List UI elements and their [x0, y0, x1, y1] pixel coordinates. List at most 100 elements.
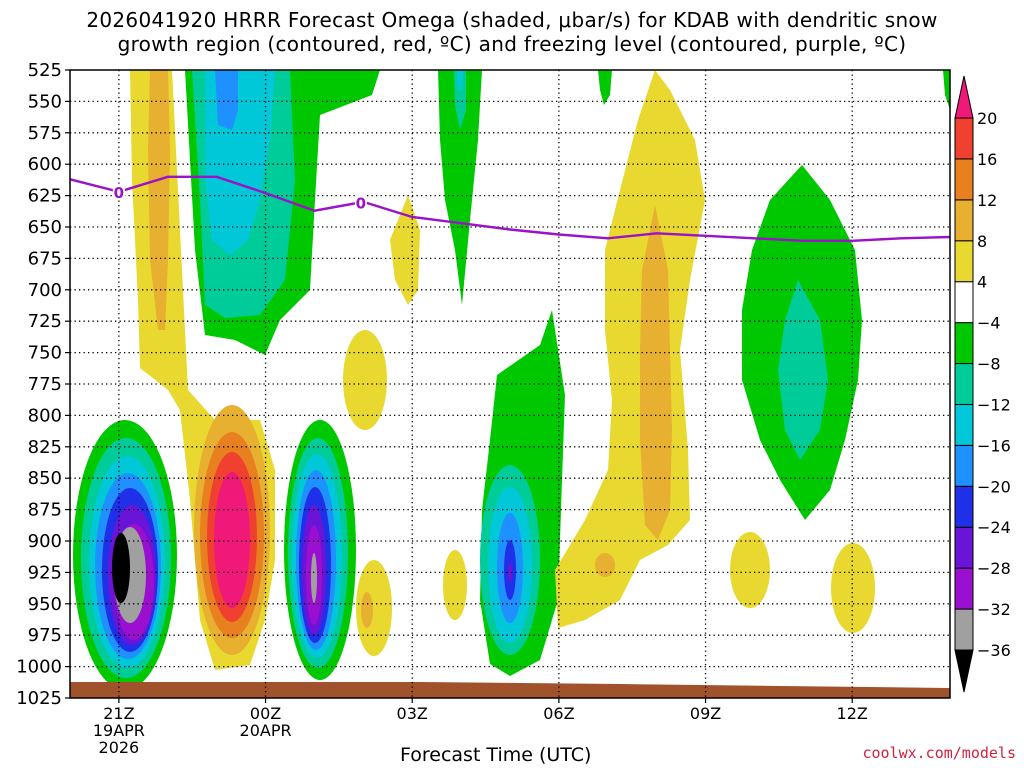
omega-cell-ascent-upper-03z [438, 70, 482, 305]
freezing-label-bg [112, 183, 125, 199]
omega-cell-descent-08z [555, 70, 705, 628]
y-tick-label: 975 [28, 625, 62, 646]
omega-cells-descent-02z [343, 195, 467, 656]
colorbar-label: 8 [977, 232, 987, 251]
colorbar-bottom-triangle [954, 649, 974, 693]
omega-contour-4 [831, 543, 875, 633]
omega-cells-descent-10z-12z [598, 70, 950, 633]
omega-shading [73, 70, 950, 690]
omega-cell-ascent-11z [742, 165, 862, 520]
omega-contour-20 [214, 472, 250, 608]
y-tick-label: 675 [28, 248, 62, 269]
omega-contour--24 [508, 562, 512, 582]
y-axis: 525 550 575 600 625 650 675 700 725 750 775 800 825 8… [16, 60, 70, 709]
colorbar-label: −12 [977, 395, 1011, 414]
y-tick-label: 650 [28, 217, 62, 238]
colorbar-bin [954, 567, 974, 610]
x-tick-label: 20APR [240, 721, 292, 740]
colorbar-bin [954, 403, 974, 446]
x-tick-label: 03Z [397, 704, 428, 723]
omega-contour--4 [598, 70, 612, 105]
colorbar-bin [954, 240, 974, 283]
y-tick-label: 800 [28, 405, 62, 426]
x-tick-label: 21Z [103, 704, 134, 723]
x-tick-label: 09Z [690, 704, 721, 723]
y-tick-label: 700 [28, 280, 62, 301]
colorbar-bin [954, 608, 974, 651]
x-tick-label: 12Z [837, 704, 868, 723]
colorbar-label: −24 [977, 518, 1011, 537]
y-tick-label: 600 [28, 154, 62, 175]
y-tick-label: 950 [28, 594, 62, 615]
omega-contour-8 [595, 553, 615, 577]
omega-contour-4 [443, 550, 467, 620]
colorbar-label: −16 [977, 436, 1011, 455]
omega-cell-ascent-upper-00z [185, 70, 380, 355]
x-tick-label: 00Z [250, 704, 281, 723]
colorbar: 20 16 12 8 4 −4 −8 −12 −16 −20 −24 −28 −32 −36 [954, 75, 1011, 693]
colorbar-label: −8 [977, 355, 1001, 374]
colorbar-label: −32 [977, 600, 1011, 619]
freezing-level-contour: 00 [69, 175, 951, 243]
y-tick-label: 850 [28, 468, 62, 489]
omega-contour-8 [640, 205, 672, 540]
colorbar-bin [954, 485, 974, 528]
colorbar-bin [954, 322, 974, 365]
credit-text: coolwx.com/models [862, 744, 1016, 762]
y-tick-label: 725 [28, 311, 62, 332]
omega-cell-ascent-05z [480, 310, 565, 676]
x-tick-label: 06Z [543, 704, 574, 723]
x-tick-label: 19APR [93, 721, 145, 740]
y-tick-label: 1000 [16, 657, 62, 678]
colorbar-bin [954, 199, 974, 242]
omega-contour-4 [343, 330, 387, 430]
colorbar-label: 4 [977, 273, 987, 292]
omega-contour--4 [943, 70, 950, 110]
y-tick-label: 825 [28, 437, 62, 458]
x-tick-label: 2026 [99, 738, 140, 757]
colorbar-bin [954, 444, 974, 487]
y-tick-label: 875 [28, 500, 62, 521]
omega-contour-8 [148, 70, 170, 330]
colorbar-top-triangle [954, 75, 974, 119]
colorbar-bin [954, 281, 974, 324]
omega-cell-ascent-21z [73, 420, 177, 690]
colorbar-label: −36 [977, 641, 1011, 660]
omega-contour--36 [112, 533, 130, 603]
y-tick-label: 575 [28, 123, 62, 144]
omega-contour--4 [438, 70, 482, 305]
colorbar-label: −20 [977, 477, 1011, 496]
y-tick-label: 550 [28, 91, 62, 112]
omega-contour-4 [730, 532, 770, 608]
omega-cell-ascent-01z [284, 420, 356, 680]
colorbar-label: 12 [977, 191, 997, 210]
colorbar-bin [954, 526, 974, 569]
x-axis-label: Forecast Time (UTC) [400, 744, 592, 766]
dotted-grid [70, 70, 950, 698]
chart-title: 2026041920 HRRR Forecast Omega (shaded, … [0, 8, 1024, 56]
y-tick-label: 1025 [16, 688, 62, 709]
y-tick-label: 750 [28, 343, 62, 364]
y-tick-label: 525 [28, 60, 62, 81]
omega-contour-4 [555, 70, 705, 628]
y-tick-label: 625 [28, 186, 62, 207]
omega-contour--32 [311, 553, 317, 603]
y-tick-label: 775 [28, 374, 62, 395]
omega-contour--16 [215, 70, 238, 130]
title-line-2: growth region (contoured, red, ºC) and f… [117, 32, 907, 56]
freezing-level-label: 0 [114, 184, 124, 202]
ground-terrain [70, 682, 950, 698]
freezing-level-line [69, 175, 951, 243]
colorbar-label: −4 [977, 314, 1001, 333]
omega-contour-8 [361, 592, 373, 628]
colorbar-bin [954, 363, 974, 405]
freezing-label-bg [354, 194, 367, 210]
title-line-1: 2026041920 HRRR Forecast Omega (shaded, … [86, 8, 938, 32]
freezing-level-label: 0 [356, 194, 366, 212]
colorbar-label: 16 [977, 150, 997, 169]
colorbar-label: −28 [977, 559, 1011, 578]
colorbar-bin [954, 158, 974, 201]
omega-contour--12 [457, 70, 463, 90]
